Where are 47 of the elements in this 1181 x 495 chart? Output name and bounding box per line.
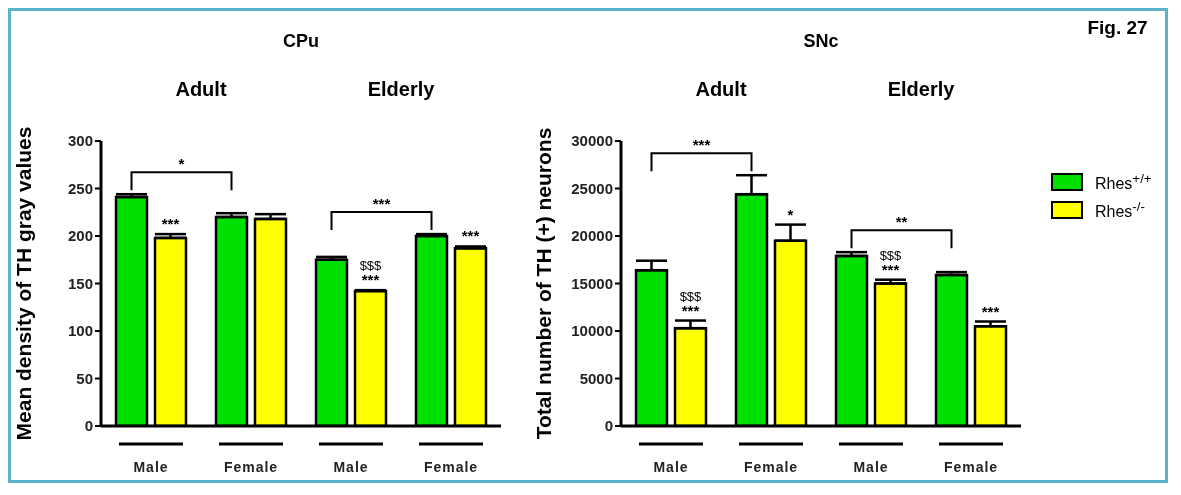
text: Elderly	[887, 78, 956, 100]
annotation: ***	[372, 195, 391, 213]
annotation: $$$	[879, 247, 903, 263]
text: Elderly	[367, 78, 436, 100]
y-tick-label: 30000	[571, 132, 613, 150]
x-tick-label: Female	[943, 459, 999, 475]
x-tick-label: Female	[743, 459, 799, 475]
y-tick-label: 0	[604, 417, 613, 435]
annotation: $$$	[359, 258, 383, 274]
x-tick-label: Male	[853, 459, 889, 475]
x-tick-label: Male	[653, 459, 689, 475]
annotation: ***	[681, 301, 700, 319]
text: Adult	[175, 78, 227, 100]
y-tick-label: 10000	[571, 322, 613, 340]
x-tick-label: Female	[223, 459, 279, 475]
annotation: ***	[881, 260, 900, 278]
x-tick-label: Male	[133, 459, 169, 475]
annotation: *	[787, 205, 794, 223]
chart-title: SNc	[802, 31, 840, 53]
annotation: **	[895, 213, 908, 231]
y-axis-title: Total number of TH (+) neurons	[532, 127, 556, 440]
caption: Fig. 27	[1087, 17, 1148, 39]
y-tick-label: 200	[67, 227, 93, 245]
y-tick-label: 300	[67, 132, 93, 150]
annotation: ***	[361, 271, 380, 289]
annotation: ***	[161, 215, 180, 233]
annotation: ***	[981, 302, 1000, 320]
y-tick-label: 0	[84, 417, 93, 435]
y-tick-label: 25000	[571, 179, 613, 197]
x-tick-label: Male	[333, 459, 369, 475]
annotation: *	[178, 155, 185, 173]
y-tick-label: 150	[67, 274, 93, 292]
y-axis-title: Mean density of TH gray values	[12, 126, 36, 441]
text: Adult	[695, 78, 747, 100]
y-tick-label: 100	[67, 322, 93, 340]
legend-label: Rhes$^{-/-}$	[1095, 199, 1145, 222]
annotation: ***	[692, 136, 711, 154]
y-tick-label: 250	[67, 179, 93, 197]
legend-label: Rhes$^{+/+}$	[1095, 171, 1152, 194]
x-tick-label: Female	[423, 459, 479, 475]
y-tick-label: 50	[76, 369, 93, 387]
chart-title: CPu	[282, 31, 320, 53]
y-tick-label: 15000	[571, 274, 613, 292]
annotation: ***	[461, 227, 480, 245]
y-tick-label: 20000	[571, 227, 613, 245]
annotation: $$$	[679, 288, 703, 304]
y-tick-label: 5000	[579, 369, 613, 387]
